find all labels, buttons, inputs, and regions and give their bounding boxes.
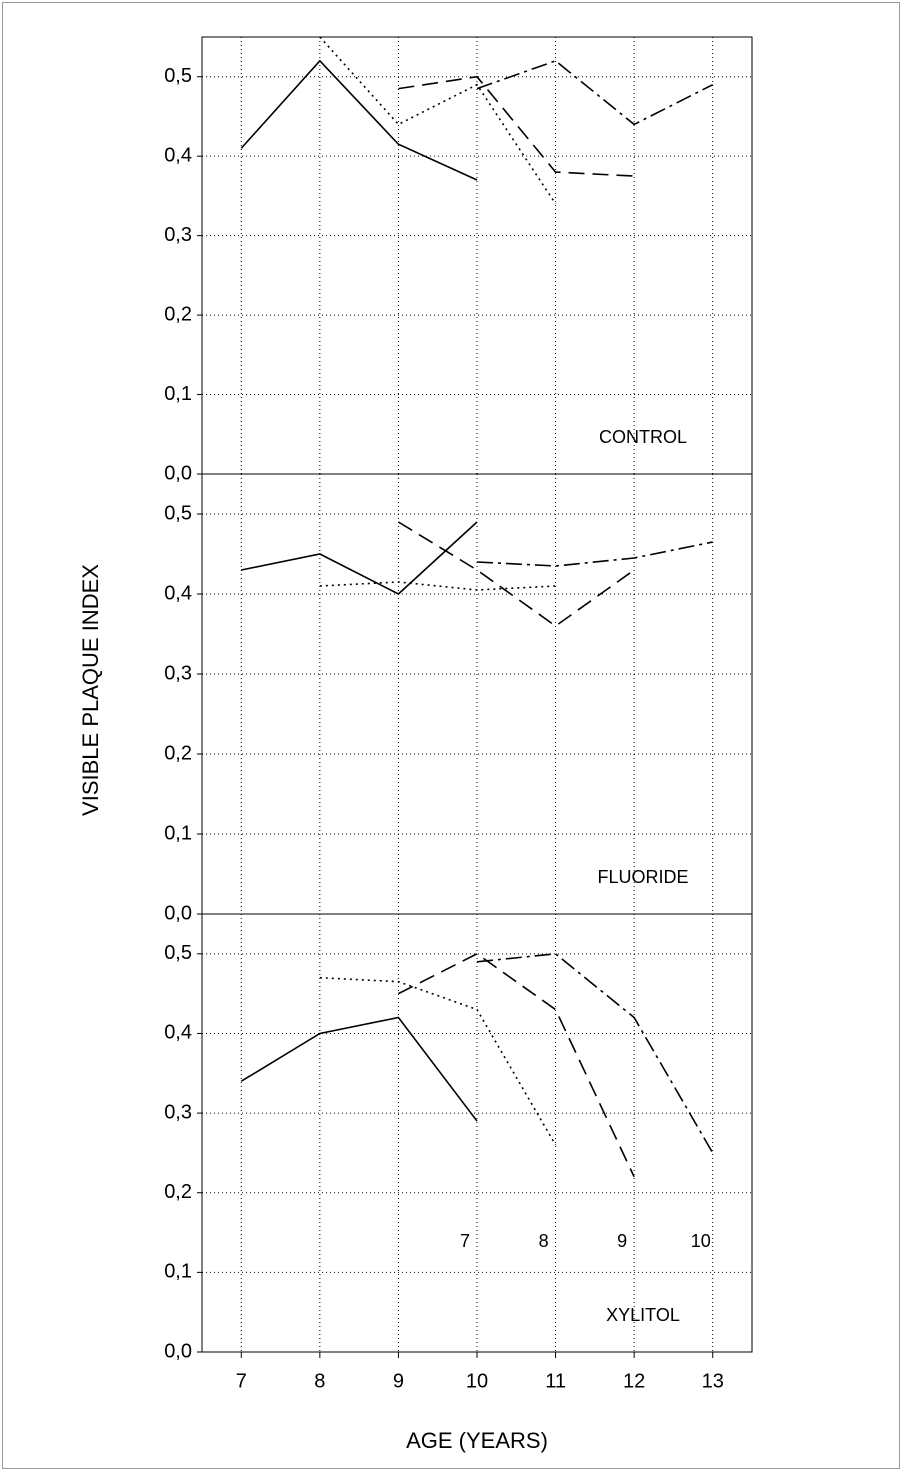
panel-label: XYLITOL bbox=[606, 1305, 680, 1325]
y-tick-label: 0,3 bbox=[164, 224, 192, 246]
y-tick-label: 0,3 bbox=[164, 1101, 192, 1123]
y-tick-label: 0,1 bbox=[164, 822, 192, 844]
data-line bbox=[398, 75, 635, 177]
x-tick-label: 9 bbox=[393, 1370, 404, 1392]
x-axis-label: AGE (YEARS) bbox=[406, 1428, 548, 1453]
y-tick-label: 0,0 bbox=[164, 462, 192, 484]
y-tick-label: 0,5 bbox=[164, 502, 192, 524]
y-tick-label: 0,5 bbox=[164, 65, 192, 87]
data-line bbox=[476, 541, 713, 567]
y-tick-label: 0,0 bbox=[164, 1340, 192, 1362]
series-label: 10 bbox=[691, 1231, 711, 1251]
x-tick-label: 11 bbox=[545, 1370, 566, 1392]
panel-label: CONTROL bbox=[599, 427, 687, 447]
y-tick-label: 0,0 bbox=[164, 902, 192, 924]
y-tick-label: 0,1 bbox=[164, 383, 192, 405]
y-tick-label: 0,2 bbox=[164, 742, 192, 764]
plot-frame bbox=[201, 36, 753, 475]
data-line bbox=[476, 59, 714, 126]
series-label: 7 bbox=[460, 1231, 470, 1251]
series-label: 8 bbox=[539, 1231, 549, 1251]
data-line bbox=[240, 59, 478, 181]
y-tick-label: 0,2 bbox=[164, 303, 192, 325]
y-tick-label: 0,3 bbox=[164, 662, 192, 684]
x-tick-label: 7 bbox=[236, 1370, 247, 1392]
data-line bbox=[476, 952, 714, 1154]
y-tick-label: 0,4 bbox=[164, 144, 192, 166]
panel-label: FLUORIDE bbox=[597, 867, 688, 887]
x-tick-label: 8 bbox=[314, 1370, 325, 1392]
y-tick-label: 0,4 bbox=[164, 582, 192, 604]
x-tick-label: 10 bbox=[466, 1370, 488, 1392]
data-line bbox=[398, 521, 635, 627]
x-tick-label: 13 bbox=[702, 1370, 724, 1392]
y-tick-label: 0,2 bbox=[164, 1181, 192, 1203]
data-line bbox=[319, 976, 557, 1146]
y-axis-label: VISIBLE PLAQUE INDEX bbox=[78, 564, 103, 816]
data-line bbox=[241, 521, 478, 595]
data-line bbox=[240, 1016, 478, 1122]
x-tick-label: 12 bbox=[623, 1370, 645, 1392]
data-line bbox=[319, 36, 557, 205]
y-tick-label: 0,5 bbox=[164, 942, 192, 964]
data-line bbox=[319, 581, 556, 591]
y-tick-label: 0,1 bbox=[164, 1261, 192, 1283]
series-label: 9 bbox=[617, 1231, 627, 1251]
data-line bbox=[398, 952, 635, 1178]
y-tick-label: 0,4 bbox=[164, 1022, 192, 1044]
